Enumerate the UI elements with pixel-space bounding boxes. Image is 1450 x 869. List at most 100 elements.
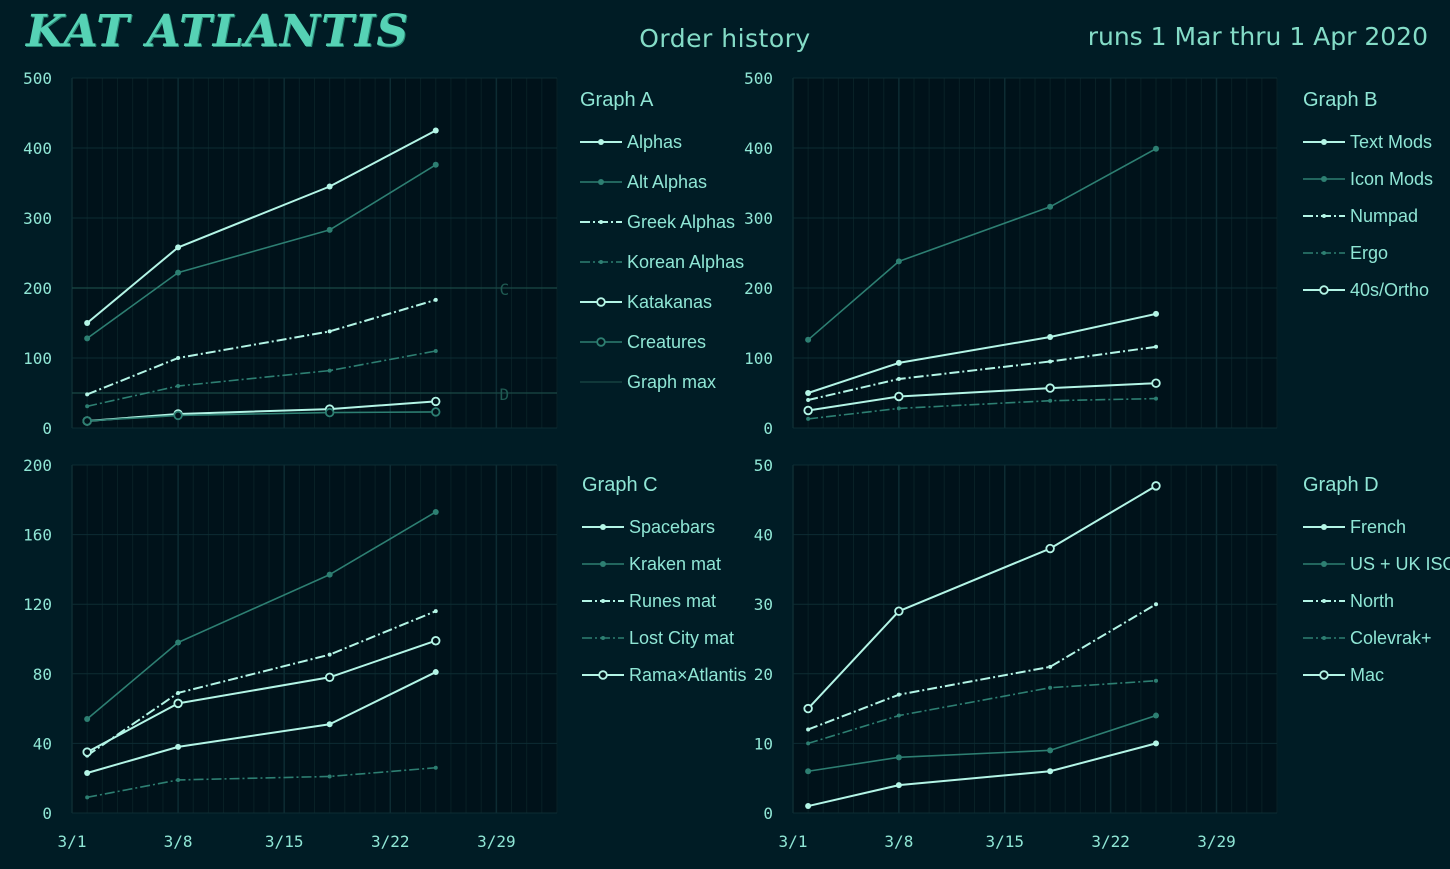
- series-line-40s-ortho: [807, 382, 1157, 412]
- data-point-mac: [803, 703, 813, 714]
- data-point-kraken-mat: [326, 571, 333, 578]
- data-point-colevrak: [1048, 685, 1053, 690]
- series-line-ergo: [808, 397, 1157, 420]
- series-creatures: [82, 407, 441, 426]
- series-line-north: [807, 603, 1157, 731]
- data-point-greek-alphas: [327, 329, 332, 334]
- legend-marker: [600, 561, 606, 567]
- legend-marker: [601, 636, 605, 640]
- x-tick-label: 3/1: [58, 832, 87, 851]
- legend-marker: [601, 599, 605, 603]
- x-tick-label: 3/22: [371, 832, 410, 851]
- data-point-icon-mods: [1047, 203, 1054, 210]
- legend-marker: [600, 524, 606, 530]
- data-point-numpad: [1154, 344, 1158, 349]
- series-french: [805, 740, 1159, 810]
- series-line-runes-mat: [86, 610, 437, 757]
- x-tick-label: 3/22: [1091, 832, 1130, 851]
- data-point-katakanas: [431, 396, 441, 407]
- y-tick-label: 10: [754, 734, 773, 753]
- data-point-kraken-mat: [175, 639, 182, 646]
- legend-label: North: [1350, 591, 1394, 611]
- y-tick-label: 100: [23, 349, 52, 368]
- data-point-greek-alphas: [85, 392, 90, 397]
- legend-label: Lost City mat: [629, 628, 734, 648]
- y-tick-label: 500: [23, 69, 52, 88]
- y-tick-label: 300: [23, 209, 52, 228]
- data-point-lost-city-mat: [85, 795, 90, 800]
- data-point-lost-city-mat: [433, 765, 438, 770]
- data-point-french: [805, 803, 812, 810]
- legend-marker: [598, 179, 604, 185]
- data-point-french: [1047, 768, 1054, 775]
- chart-graph-c: 0 40 80 120 160 200 3/1 3/8 3/15 3/22 3/29 Graph C S…: [23, 456, 746, 851]
- data-point-korean-alphas: [85, 404, 90, 409]
- series-line-creatures: [87, 411, 436, 422]
- data-point-korean-alphas: [433, 349, 438, 353]
- data-point-icon-mods: [1153, 145, 1159, 152]
- data-point-greek-alphas: [433, 297, 438, 302]
- series-numpad: [806, 344, 1158, 402]
- legend-graph-b: Graph B Text Mods Icon Mods Numpad Ergo 40s/O…: [1303, 89, 1433, 300]
- data-point-rama-atlantis: [82, 747, 92, 757]
- data-point-us-uk-iso: [1047, 747, 1054, 754]
- data-point-lost-city-mat: [176, 777, 181, 782]
- data-point-rama-atlantis: [324, 672, 335, 682]
- data-point-north: [1048, 664, 1053, 669]
- data-point-text-mods: [895, 359, 902, 366]
- y-tick-label: 20: [754, 665, 773, 684]
- data-point-numpad: [1048, 359, 1053, 364]
- data-point-alphas: [326, 183, 333, 190]
- data-point-40s-ortho: [1151, 378, 1161, 388]
- legend-label: French: [1350, 517, 1406, 537]
- legend-label: Colevrak+: [1350, 628, 1432, 648]
- series-line-us-uk-iso: [808, 714, 1157, 773]
- legend-marker: [1322, 214, 1326, 218]
- legend-title: Graph D: [1303, 474, 1379, 496]
- y-tick-label: 50: [754, 456, 773, 475]
- data-point-alt-alphas: [84, 335, 91, 342]
- date-range: runs 1 Mar thru 1 Apr 2020: [1087, 22, 1428, 51]
- legend-graph-d: Graph D French US + UK ISO North Colevrak+ Ma…: [1303, 474, 1450, 685]
- y-tick-label: 40: [754, 526, 773, 545]
- data-point-rama-atlantis: [173, 698, 183, 709]
- legend-marker: [1322, 636, 1326, 640]
- data-point-runes-mat: [327, 652, 332, 657]
- legend-title: Graph B: [1303, 89, 1377, 111]
- legend-label: Rama×Atlantis: [629, 665, 747, 685]
- series-alphas: [84, 127, 439, 326]
- data-point-korean-alphas: [327, 368, 332, 373]
- data-point-french: [895, 782, 902, 789]
- series-line-text-mods: [807, 312, 1157, 394]
- legend-marker: [599, 260, 603, 264]
- data-point-icon-mods: [895, 258, 902, 265]
- series-north: [806, 602, 1158, 732]
- x-tick-label: 3/29: [477, 832, 516, 851]
- legend-label: Katakanas: [627, 292, 712, 312]
- series-rama-atlantis: [82, 636, 441, 757]
- y-tick-label: 0: [42, 419, 52, 438]
- data-point-mac: [1045, 543, 1055, 554]
- legend-graph-a: Graph A Alphas Alt Alphas Greek Alphas Korea…: [580, 89, 744, 392]
- y-tick-label: 200: [744, 279, 773, 298]
- legend-label: 40s/Ortho: [1350, 280, 1429, 300]
- y-tick-label: 0: [763, 804, 773, 823]
- data-point-colevrak: [1154, 678, 1158, 683]
- data-point-spacebars: [84, 769, 91, 776]
- data-point-us-uk-iso: [805, 768, 812, 775]
- data-point-french: [1153, 740, 1159, 747]
- data-point-numpad: [806, 398, 811, 402]
- legend-label: Graph max: [627, 372, 716, 392]
- data-point-kraken-mat: [84, 716, 91, 723]
- y-tick-label: 400: [23, 139, 52, 158]
- reference-label-c: C: [500, 280, 510, 299]
- data-point-text-mods: [805, 390, 812, 396]
- legend-label: Korean Alphas: [627, 252, 744, 272]
- y-tick-label: 80: [33, 665, 52, 684]
- data-point-creatures: [173, 410, 183, 421]
- data-point-spacebars: [326, 721, 333, 728]
- series-icon-mods: [805, 145, 1159, 343]
- data-point-40s-ortho: [803, 405, 813, 416]
- y-tick-label: 500: [744, 69, 773, 88]
- data-point-creatures: [431, 407, 441, 417]
